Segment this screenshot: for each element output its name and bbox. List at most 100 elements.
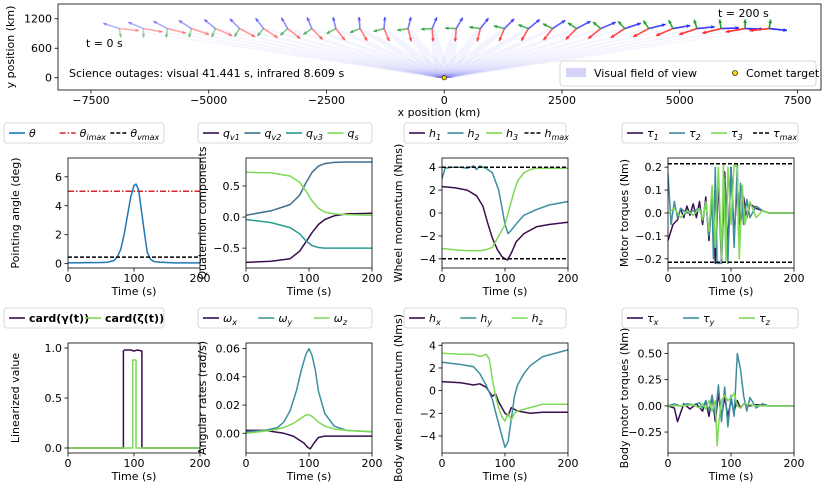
attitude-arrowhead: [445, 26, 449, 30]
x-tick-label: 200: [190, 457, 211, 470]
start-time-label: t = 0 s: [86, 37, 123, 50]
series-line: [246, 430, 372, 448]
end-time-label: t = 200 s: [718, 7, 769, 20]
series-group: [246, 349, 372, 449]
y-tick-label: −4: [420, 253, 436, 266]
x-tick-label: 200: [558, 457, 579, 470]
attitude-arrowhead: [783, 28, 787, 32]
series-line: [442, 168, 568, 251]
series-line: [68, 350, 200, 448]
x-tick-label: 0: [439, 272, 446, 285]
y-tick-label: 1200: [24, 13, 52, 26]
comet-target-marker: [442, 76, 446, 80]
y-tick-label: −4: [420, 430, 436, 443]
x-tick-label: 100: [299, 457, 320, 470]
trajectory-y-ticks: 0 600 1200: [24, 13, 58, 85]
y-tick-label: 2: [55, 229, 62, 242]
y-tick-label: 0.1: [645, 184, 663, 197]
axes-frame: [442, 158, 568, 268]
series-line: [442, 382, 568, 416]
y-axis-label: Motor torques (Nm): [618, 159, 631, 267]
x-tick-label: 200: [558, 272, 579, 285]
y-tick-label: 0.5: [223, 180, 241, 193]
y-tick-label: 0: [55, 258, 62, 271]
y-tick-label: 1.0: [45, 342, 63, 355]
x-tick-label: 100: [495, 457, 516, 470]
y-axis-label: Linearized value: [9, 353, 22, 444]
x-tick-label: 7500: [783, 94, 811, 107]
y-tick-label: 0.06: [216, 343, 241, 356]
legend-label: card(γ(t)): [29, 312, 89, 325]
x-axis-label: Time (s): [111, 285, 157, 298]
y-tick-label: 0.5: [45, 392, 63, 405]
fov-legend-label: Visual field of view: [594, 67, 697, 80]
attitude-arrowhead: [383, 17, 387, 21]
series-line: [246, 162, 372, 215]
series-group: [442, 350, 568, 448]
y-tick-label: 0.0: [645, 207, 663, 220]
x-tick-label: 100: [721, 457, 742, 470]
x-tick-label: −2500: [308, 94, 345, 107]
y-tick-label: −0.2: [635, 253, 662, 266]
axes-frame: [68, 158, 200, 268]
axes-frame: [442, 343, 568, 453]
y-tick-label: −0.1: [635, 230, 662, 243]
y-tick-label: 2: [429, 184, 436, 197]
x-tick-label: 100: [124, 272, 145, 285]
x-tick-label: 100: [124, 457, 145, 470]
y-axis-label: Body motor torques (Nm): [618, 328, 631, 469]
x-axis-label: Time (s): [111, 470, 157, 483]
x-tick-label: 2500: [548, 94, 576, 107]
y-axis-label: Pointing angle (deg): [9, 157, 22, 268]
y-tick-label: 600: [31, 42, 52, 55]
target-legend-marker: [733, 71, 738, 76]
trajectory-ylabel: y position (km): [4, 6, 17, 89]
y-tick-label: 2: [429, 362, 436, 375]
trajectory-xlabel: x position (km): [398, 106, 481, 119]
y-tick-label: 0.00: [638, 400, 663, 413]
series-group: [68, 350, 200, 448]
legend-label: θ: [29, 127, 36, 140]
y-tick-label: 0.50: [638, 347, 663, 360]
fov-legend-swatch: [566, 68, 586, 77]
series-line: [246, 415, 372, 433]
x-tick-label: 0: [665, 272, 672, 285]
y-tick-label: 0: [429, 207, 436, 220]
x-tick-label: 0: [243, 457, 250, 470]
subplot-card: 0 100 200 0.0 0.5 1.0 Time (s) Linearized value…: [4, 308, 211, 483]
y-tick-label: −0.25: [628, 426, 662, 439]
outage-text: Science outages: visual 41.441 s, infrar…: [69, 67, 345, 80]
y-tick-label: 0: [45, 72, 52, 85]
x-tick-label: 0: [65, 272, 72, 285]
series-line: [668, 354, 794, 427]
y-tick-label: 4: [429, 161, 436, 174]
series-line: [246, 213, 372, 262]
y-tick-label: −2: [420, 230, 436, 243]
target-legend-label: Comet target: [746, 67, 820, 80]
attitude-arrowhead: [142, 34, 146, 38]
series-group: [668, 164, 794, 264]
series-group: [246, 162, 372, 262]
x-axis-label: Time (s): [286, 285, 332, 298]
y-tick-label: 6: [55, 171, 62, 184]
x-axis-label: Time (s): [482, 285, 528, 298]
x-tick-label: 100: [721, 272, 742, 285]
series-group: [442, 166, 568, 260]
x-tick-label: 0: [243, 272, 250, 285]
legend-label: card(ζ(t)): [105, 312, 164, 325]
y-axis-label: Angular rates (rad/s): [196, 341, 209, 455]
y-tick-label: 4: [55, 200, 62, 213]
x-axis-label: Time (s): [708, 470, 754, 483]
attitude-arrowhead: [421, 27, 425, 31]
y-tick-label: 0.0: [45, 442, 63, 455]
x-tick-label: 0: [65, 457, 72, 470]
y-axis-label: Wheel momentum (Nms): [392, 144, 405, 283]
